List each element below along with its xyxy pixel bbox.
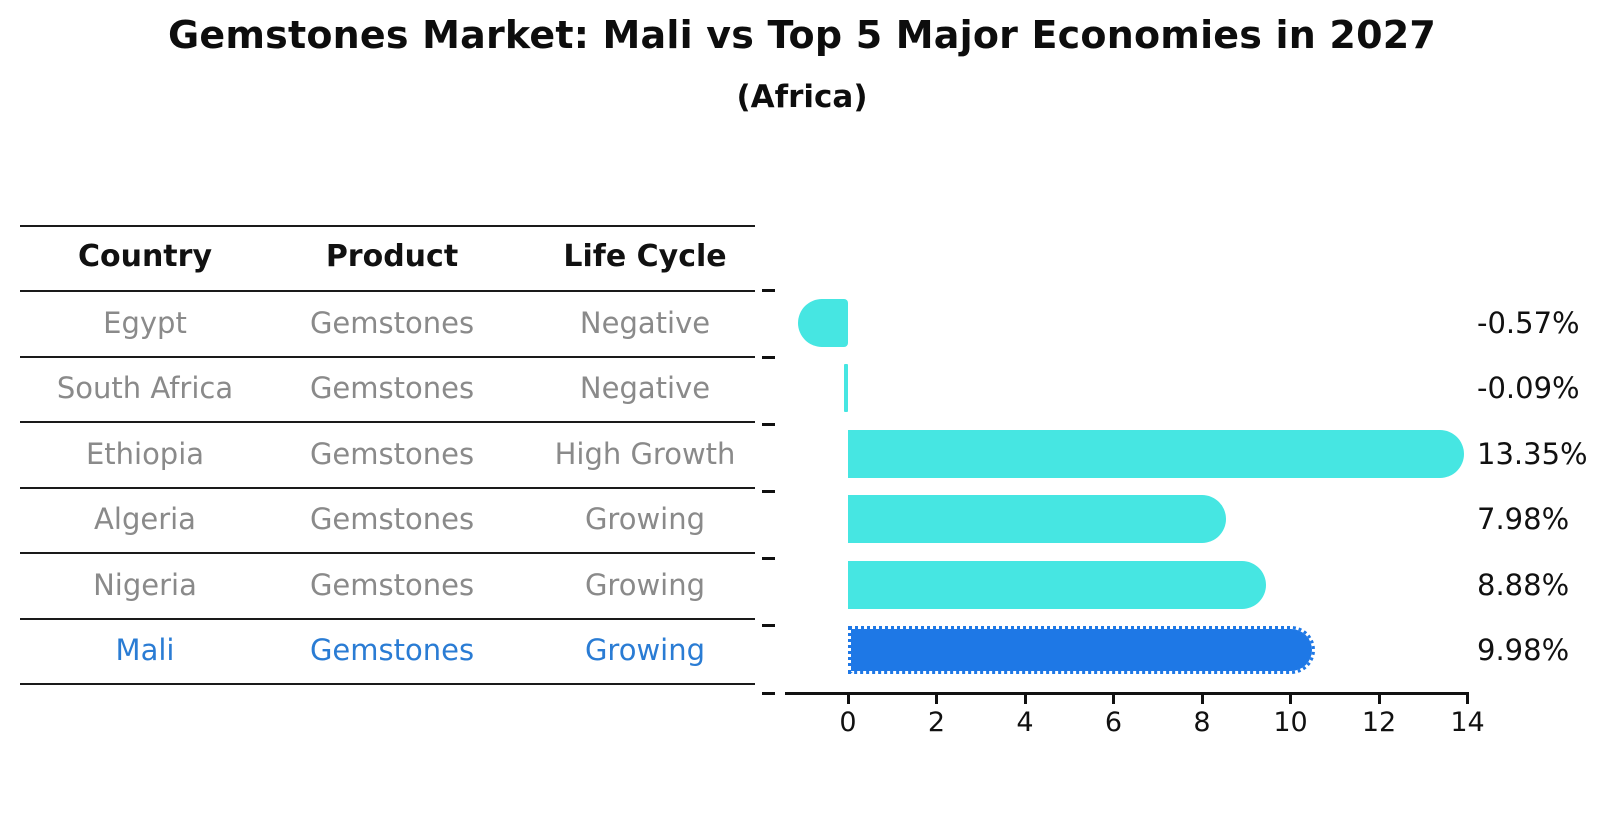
cell-country: Egypt	[103, 305, 187, 340]
x-axis-tick-label: 2	[927, 707, 946, 738]
bar-mali	[848, 626, 1315, 675]
bar-nigeria	[848, 560, 1266, 609]
y-axis-tick	[762, 288, 775, 292]
x-axis-tick	[1023, 694, 1027, 704]
chart-title: Gemstones Market: Mali vs Top 5 Major Ec…	[168, 13, 1436, 57]
table-rule	[20, 224, 755, 227]
x-axis-tick-label: 4	[1016, 707, 1034, 738]
x-axis-line	[785, 691, 1469, 695]
column-header-country: Country	[77, 239, 213, 275]
table-rule	[20, 290, 755, 292]
y-axis-tick	[762, 422, 775, 426]
x-axis-tick	[1466, 694, 1469, 704]
x-axis-tick	[846, 694, 850, 704]
x-axis-tick-label: 14	[1450, 707, 1485, 738]
table-rule	[20, 355, 755, 358]
column-header-life-cycle: Life Cycle	[563, 239, 727, 275]
cell-product: Gemstones	[309, 633, 475, 668]
cell-country: South Africa	[56, 371, 234, 406]
column-header-product: Product	[325, 239, 459, 275]
table-rule	[20, 552, 755, 554]
x-axis-tick	[935, 694, 938, 704]
bar-algeria	[848, 495, 1227, 544]
cell-life-cycle: Growing	[584, 567, 706, 602]
cell-life-cycle: Growing	[584, 502, 706, 537]
cell-life-cycle: Negative	[579, 305, 711, 340]
bar-value-label: 9.98%	[1477, 633, 1570, 668]
y-axis-tick	[762, 490, 775, 493]
bar-ethiopia	[848, 429, 1464, 478]
x-axis-tick-label: 8	[1193, 707, 1211, 738]
table-rule	[20, 486, 755, 489]
x-axis-tick	[1377, 694, 1381, 704]
bar-south-africa	[844, 364, 848, 413]
y-axis-tick	[762, 624, 775, 628]
x-axis-tick	[1289, 694, 1292, 704]
x-axis-tick-label: 12	[1361, 707, 1397, 738]
cell-country: Ethiopia	[85, 436, 205, 471]
bar-value-label: 13.35%	[1477, 436, 1588, 471]
cell-life-cycle: Negative	[579, 371, 711, 406]
cell-product: Gemstones	[309, 305, 475, 340]
cell-product: Gemstones	[309, 567, 475, 602]
bar-value-label: 7.98%	[1477, 502, 1570, 537]
bar-value-label: -0.57%	[1477, 305, 1580, 340]
y-axis-tick	[762, 691, 775, 695]
bar-value-label: 8.88%	[1477, 567, 1570, 602]
x-axis-tick	[1112, 694, 1115, 704]
table-rule	[20, 421, 755, 423]
x-axis-tick-label: 6	[1104, 707, 1123, 738]
x-axis-tick	[1200, 694, 1204, 704]
x-axis-tick-label: 10	[1273, 707, 1308, 738]
cell-life-cycle: Growing	[584, 633, 706, 668]
cell-country: Nigeria	[93, 567, 197, 602]
cell-country: Mali	[115, 633, 175, 668]
chart-subtitle: (Africa)	[736, 79, 868, 115]
cell-product: Gemstones	[309, 371, 475, 406]
bar-value-label: -0.09%	[1477, 371, 1580, 406]
bar-egypt	[797, 298, 848, 347]
table-rule	[20, 617, 755, 620]
y-axis-tick	[762, 557, 775, 561]
x-axis-tick-label: 0	[839, 707, 857, 738]
cell-country: Algeria	[94, 502, 196, 537]
cell-product: Gemstones	[309, 436, 475, 471]
cell-life-cycle: High Growth	[554, 436, 736, 471]
cell-product: Gemstones	[309, 502, 475, 537]
table-rule	[20, 683, 755, 685]
y-axis-tick	[762, 355, 775, 359]
